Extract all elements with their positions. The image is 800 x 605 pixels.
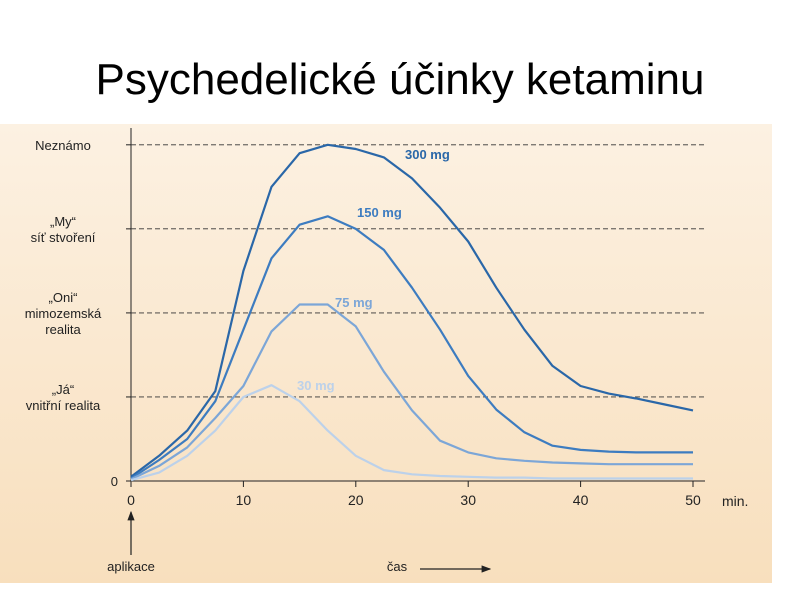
x-tick-label: 20 — [348, 492, 364, 508]
series-line — [130, 215, 693, 480]
series-line — [130, 303, 693, 481]
annotation: aplikace — [107, 559, 155, 574]
x-tick-label: 30 — [460, 492, 476, 508]
y-tick-label: 0 — [111, 474, 118, 489]
x-axis-label: min. — [722, 493, 748, 509]
series-label: 300 mg — [405, 147, 450, 162]
x-tick-label: 10 — [236, 492, 252, 508]
y-tick-label: „Oni“ mimozemská realita — [25, 290, 102, 337]
series-line — [130, 384, 693, 482]
chart-background — [0, 124, 772, 583]
y-tick-label: „Já“ vnitřní realita — [26, 382, 101, 413]
x-tick-label: 40 — [573, 492, 589, 508]
annotation: čas — [387, 559, 408, 574]
slide-title: Psychedelické účinky ketaminu — [96, 55, 705, 104]
x-tick-label: 50 — [685, 492, 701, 508]
x-tick-label: 0 — [127, 492, 135, 508]
series-label: 30 mg — [297, 378, 335, 393]
series-line — [130, 143, 694, 478]
y-tick-label: „My“ síť stvoření — [31, 214, 96, 245]
series-label: 150 mg — [357, 205, 402, 220]
y-tick-label: Neznámo — [35, 138, 91, 153]
series-label: 75 mg — [335, 295, 373, 310]
